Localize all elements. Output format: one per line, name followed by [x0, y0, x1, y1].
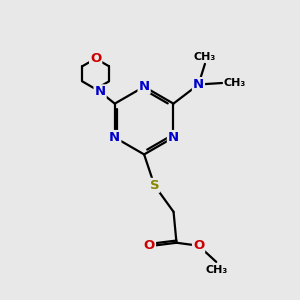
- Text: O: O: [90, 52, 101, 65]
- Text: S: S: [150, 179, 159, 192]
- Text: O: O: [193, 239, 204, 252]
- Text: O: O: [144, 239, 155, 252]
- Text: N: N: [109, 131, 120, 144]
- Text: CH₃: CH₃: [194, 52, 216, 62]
- Text: N: N: [94, 85, 106, 98]
- Text: N: N: [139, 80, 150, 93]
- Text: CH₃: CH₃: [224, 78, 246, 88]
- Text: N: N: [193, 78, 204, 91]
- Text: CH₃: CH₃: [205, 265, 227, 275]
- Text: N: N: [168, 131, 179, 144]
